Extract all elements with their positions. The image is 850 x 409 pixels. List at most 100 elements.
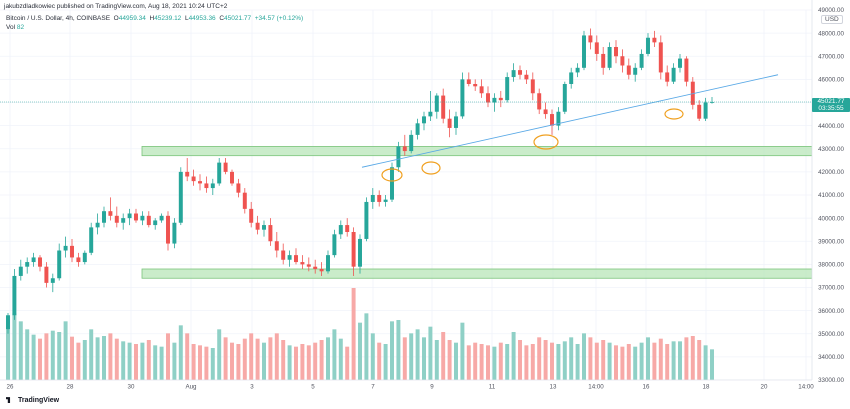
volume-bar xyxy=(358,322,362,380)
volume-bar xyxy=(217,329,222,380)
candle-body xyxy=(383,199,388,202)
candle-body xyxy=(569,72,574,84)
candle-body xyxy=(601,53,606,68)
candle-body xyxy=(140,215,145,221)
volume-bar xyxy=(153,345,158,380)
currency-button[interactable]: USD xyxy=(821,15,843,24)
volume-bar xyxy=(473,342,478,380)
volume-bar xyxy=(76,342,81,380)
candle-body xyxy=(658,42,663,73)
symbol-name[interactable]: Bitcoin / U.S. Dollar, 4h, COINBASE xyxy=(6,15,111,22)
volume-bar xyxy=(204,346,209,380)
candle-body xyxy=(466,79,471,84)
volume-value: 82 xyxy=(16,24,25,31)
candle-body xyxy=(166,215,170,244)
candle-body xyxy=(460,79,465,117)
volume-bar xyxy=(415,329,420,380)
touch-marker xyxy=(664,108,684,120)
volume-bar xyxy=(281,340,286,380)
candle-body xyxy=(434,95,439,112)
candle-body xyxy=(511,70,516,78)
candle-body xyxy=(358,238,362,267)
time-tick-label: 20 xyxy=(761,384,768,391)
candle-body xyxy=(524,74,529,80)
volume-bar xyxy=(159,346,164,380)
volume-legend: Vol 82 xyxy=(6,24,25,31)
volume-bar xyxy=(108,333,113,380)
price-tick-label: 39000.00 xyxy=(818,238,844,245)
high-value: 45239.12 xyxy=(154,15,182,22)
volume-bar xyxy=(620,346,625,380)
candle-body xyxy=(287,255,292,260)
volume-bar xyxy=(697,340,702,380)
ascending-trendline xyxy=(361,74,779,168)
candle-body xyxy=(614,47,618,57)
volume-bar xyxy=(492,346,497,380)
volume-bar xyxy=(498,342,503,380)
price-axis-bg xyxy=(812,0,850,409)
time-tick-label: 7 xyxy=(371,384,375,391)
volume-bar xyxy=(127,342,132,380)
volume-bar xyxy=(198,345,202,380)
volume-bar xyxy=(671,341,676,380)
price-tick-label: 49000.00 xyxy=(818,7,844,14)
volume-bar xyxy=(191,344,196,380)
candle-body xyxy=(204,183,209,189)
candle-body xyxy=(274,241,279,251)
volume-bar xyxy=(505,344,510,380)
volume-bar xyxy=(306,345,311,380)
candle-body xyxy=(441,95,446,119)
candle-body xyxy=(633,67,638,75)
volume-bar xyxy=(428,326,433,380)
volume-bar xyxy=(18,321,23,380)
volume-bar xyxy=(703,345,708,380)
time-tick-label: 16 xyxy=(643,384,650,391)
publisher-info: jakubzdladkowiec published on TradingVie… xyxy=(4,3,228,10)
volume-bar xyxy=(383,344,388,380)
time-tick-label: 18 xyxy=(703,384,710,391)
candle-body xyxy=(6,315,10,330)
candle-body xyxy=(530,79,535,94)
time-tick-label: 30 xyxy=(128,384,135,391)
last-price-value: 45021.77 xyxy=(817,97,845,105)
volume-bar xyxy=(409,333,414,380)
price-tick-label: 40000.00 xyxy=(818,215,844,222)
candle-body xyxy=(255,222,260,230)
candle-body xyxy=(178,171,183,223)
bar-countdown: 03:35:55 xyxy=(818,104,844,112)
candle-body xyxy=(198,181,202,184)
change-value: +34.57 (+0.12%) xyxy=(254,15,304,22)
volume-bar xyxy=(614,345,618,380)
candle-body xyxy=(102,211,106,223)
candle-body xyxy=(127,213,132,219)
candle-body xyxy=(313,266,318,269)
price-tick-label: 34000.00 xyxy=(818,354,844,361)
candle-body xyxy=(409,134,414,152)
candle-body xyxy=(262,225,266,230)
volume-bar xyxy=(594,342,599,380)
candle-body xyxy=(319,269,324,272)
candle-body xyxy=(191,176,196,182)
volume-bar xyxy=(50,330,55,380)
time-axis-bg xyxy=(0,380,812,393)
price-tick-label: 47000.00 xyxy=(818,53,844,60)
volume-bar xyxy=(550,342,554,380)
volume-bar xyxy=(230,342,234,380)
tradingview-logo[interactable]: TradingView xyxy=(6,397,59,404)
volume-bar xyxy=(447,340,452,380)
time-axis[interactable]: 26 28 30 Aug 3 5 7 9 11 13 14:00 16 18 20 14:00 xyxy=(0,379,814,393)
volume-bar xyxy=(12,313,17,380)
support-zone xyxy=(141,146,813,157)
price-axis[interactable]: 49000.0048000.0047000.0046000.0045000.00… xyxy=(811,0,850,409)
touch-marker xyxy=(381,168,403,182)
candle-body xyxy=(50,278,55,283)
volume-bar xyxy=(454,342,458,380)
volume-bar xyxy=(134,344,138,380)
volume-bar xyxy=(255,338,260,380)
candle-body xyxy=(652,37,657,43)
time-tick-label: 5 xyxy=(311,384,315,391)
candle-body xyxy=(82,252,87,263)
touch-markers xyxy=(381,108,684,182)
volume-bar xyxy=(441,332,446,380)
